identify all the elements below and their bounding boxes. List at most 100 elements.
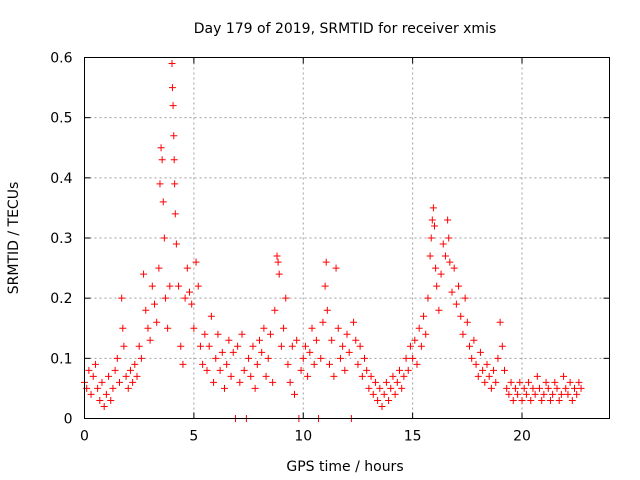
data-point bbox=[363, 366, 371, 374]
data-point bbox=[118, 294, 126, 302]
data-point bbox=[216, 366, 224, 374]
data-point bbox=[522, 390, 530, 398]
data-point bbox=[107, 396, 115, 404]
data-point bbox=[326, 360, 333, 368]
data-point bbox=[573, 390, 581, 398]
data-point bbox=[343, 330, 351, 338]
data-point bbox=[310, 360, 318, 368]
data-point bbox=[183, 264, 191, 272]
data-point bbox=[352, 336, 360, 344]
data-point bbox=[100, 402, 108, 410]
data-point bbox=[234, 342, 242, 350]
data-point bbox=[483, 360, 491, 368]
data-point bbox=[293, 336, 301, 344]
data-point bbox=[450, 264, 458, 272]
data-point bbox=[169, 102, 177, 110]
data-point bbox=[345, 348, 353, 356]
data-point bbox=[568, 396, 576, 404]
data-point bbox=[199, 360, 207, 368]
data-point bbox=[190, 324, 198, 332]
data-point bbox=[476, 348, 484, 356]
data-point bbox=[312, 336, 320, 344]
x-axis-label: GPS time / hours bbox=[286, 459, 403, 475]
data-point bbox=[350, 318, 358, 326]
data-point bbox=[433, 282, 441, 290]
data-point bbox=[336, 354, 344, 362]
data-point bbox=[439, 240, 447, 248]
data-point bbox=[527, 396, 535, 404]
data-point bbox=[249, 342, 257, 350]
data-point bbox=[181, 294, 189, 302]
data-point bbox=[135, 342, 143, 350]
data-point bbox=[102, 390, 110, 398]
data-point bbox=[247, 372, 255, 380]
x-tick-label: 15 bbox=[404, 429, 422, 445]
data-point bbox=[490, 366, 498, 374]
data-point bbox=[98, 378, 106, 386]
data-point bbox=[245, 354, 253, 362]
y-tick-label: 0.3 bbox=[50, 231, 72, 247]
data-point bbox=[391, 390, 399, 398]
data-point bbox=[385, 396, 393, 404]
data-point bbox=[501, 366, 508, 374]
data-point bbox=[85, 366, 93, 374]
data-point bbox=[166, 282, 174, 290]
data-point bbox=[146, 336, 154, 344]
data-point bbox=[328, 336, 336, 344]
data-point bbox=[516, 378, 524, 386]
data-point bbox=[159, 198, 167, 206]
data-point bbox=[577, 384, 585, 392]
y-tick-label: 0.4 bbox=[50, 171, 72, 187]
data-point bbox=[485, 372, 493, 380]
data-point bbox=[525, 378, 533, 386]
data-point bbox=[330, 372, 338, 380]
data-point bbox=[124, 384, 132, 392]
data-point bbox=[299, 354, 307, 362]
data-point bbox=[129, 378, 137, 386]
data-point bbox=[203, 366, 211, 374]
data-point bbox=[457, 312, 465, 320]
x-tick-label: 10 bbox=[294, 429, 312, 445]
data-point bbox=[514, 390, 522, 398]
data-point bbox=[422, 330, 430, 338]
data-point bbox=[157, 144, 165, 152]
data-point bbox=[371, 378, 379, 386]
data-point bbox=[253, 360, 261, 368]
y-tick-label: 0 bbox=[64, 412, 73, 428]
data-point bbox=[455, 282, 463, 290]
y-axis-label: SRMTID / TECUs bbox=[6, 182, 22, 295]
data-point bbox=[96, 396, 104, 404]
data-point bbox=[142, 306, 150, 314]
data-point bbox=[260, 324, 268, 332]
data-point bbox=[531, 390, 539, 398]
data-point bbox=[461, 294, 469, 302]
data-point bbox=[227, 372, 235, 380]
data-point bbox=[133, 372, 141, 380]
data-point bbox=[323, 306, 331, 314]
data-point bbox=[284, 360, 292, 368]
data-point bbox=[378, 402, 386, 410]
data-point bbox=[105, 372, 113, 380]
data-point bbox=[428, 216, 436, 224]
data-point bbox=[487, 384, 495, 392]
data-point bbox=[413, 360, 421, 368]
data-point bbox=[238, 330, 246, 338]
y-tick-label: 0.5 bbox=[50, 111, 72, 127]
data-point bbox=[177, 342, 185, 350]
data-point bbox=[116, 378, 123, 386]
data-point bbox=[463, 318, 471, 326]
data-point bbox=[158, 156, 166, 164]
data-point bbox=[319, 318, 327, 326]
data-point bbox=[446, 258, 454, 266]
data-point bbox=[89, 372, 97, 380]
data-point bbox=[424, 294, 432, 302]
data-point bbox=[273, 252, 281, 260]
plot-frame bbox=[84, 57, 610, 419]
data-point bbox=[503, 384, 511, 392]
data-point bbox=[356, 342, 364, 350]
data-point bbox=[564, 390, 572, 398]
data-point bbox=[223, 360, 231, 368]
data-point bbox=[441, 252, 449, 260]
data-point bbox=[429, 204, 437, 212]
data-point bbox=[308, 324, 316, 332]
